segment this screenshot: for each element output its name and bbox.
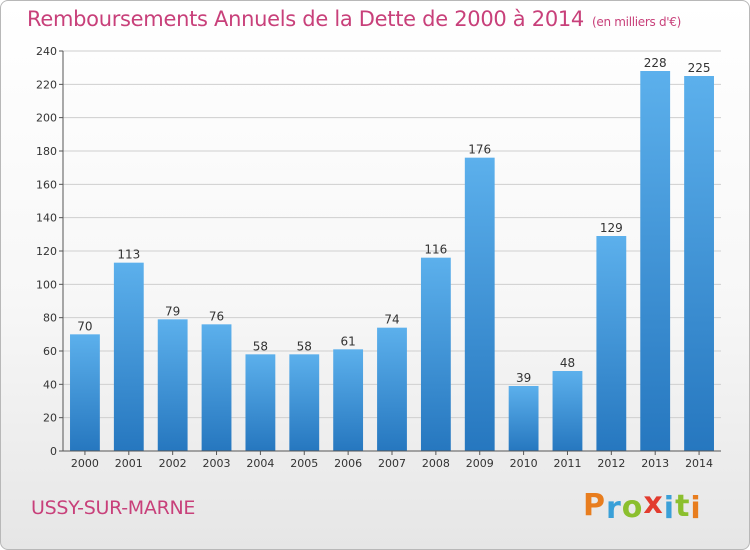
- y-tick-label: 140: [36, 212, 57, 225]
- bar: [245, 354, 276, 451]
- x-tick-label: 2005: [290, 457, 318, 470]
- bar: [157, 319, 188, 451]
- y-tick-label: 100: [36, 278, 57, 291]
- y-tick-label: 200: [36, 112, 57, 125]
- x-tick-label: 2012: [597, 457, 625, 470]
- x-tick-label: 2001: [115, 457, 143, 470]
- data-label: 76: [209, 309, 224, 323]
- bar: [377, 327, 407, 451]
- data-label: 39: [516, 371, 531, 385]
- data-label: 48: [560, 356, 575, 370]
- data-label: 79: [165, 304, 180, 318]
- y-tick-label: 20: [43, 412, 57, 425]
- chart-subtitle: (en milliers d'€): [592, 15, 682, 29]
- y-tick-label: 40: [43, 378, 57, 391]
- data-label: 176: [468, 143, 491, 157]
- x-tick-label: 2006: [334, 457, 362, 470]
- data-label: 61: [340, 334, 355, 348]
- logo-letter: r: [606, 491, 622, 526]
- y-tick-label: 220: [36, 78, 57, 91]
- logo-letter: o: [621, 490, 644, 525]
- x-tick-label: 2008: [422, 457, 450, 470]
- logo-letter: t: [675, 489, 691, 524]
- bar: [333, 349, 364, 451]
- y-tick-label: 240: [36, 45, 57, 58]
- x-tick-label: 2010: [510, 457, 538, 470]
- logo-letter: P: [583, 488, 606, 523]
- bar: [596, 236, 627, 451]
- x-tick-label: 2014: [685, 457, 713, 470]
- y-tick-label: 120: [36, 245, 57, 258]
- y-tick-label: 0: [50, 445, 57, 458]
- bar: [289, 354, 320, 451]
- bar: [508, 386, 539, 451]
- logo-letter: i: [663, 491, 676, 526]
- data-label: 58: [253, 339, 268, 353]
- data-label: 70: [77, 319, 92, 333]
- commune-name: USSY-SUR-MARNE: [31, 497, 196, 519]
- x-tick-label: 2000: [71, 457, 99, 470]
- data-label: 228: [644, 56, 667, 70]
- data-label: 225: [688, 61, 711, 75]
- bar: [640, 71, 671, 451]
- x-tick-label: 2002: [159, 457, 187, 470]
- y-tick-label: 60: [43, 345, 57, 358]
- data-label: 113: [117, 248, 140, 262]
- y-tick-label: 80: [43, 312, 57, 325]
- data-label: 58: [297, 339, 312, 353]
- y-tick-label: 180: [36, 145, 57, 158]
- proxiti-logo: Proxiti: [583, 486, 702, 526]
- logo-letter: i: [690, 491, 702, 526]
- chart-title-text: Remboursements Annuels de la Dette de 20…: [27, 7, 584, 31]
- bar: [113, 262, 144, 451]
- data-label: 116: [424, 243, 447, 257]
- x-tick-label: 2007: [378, 457, 406, 470]
- x-tick-label: 2013: [641, 457, 669, 470]
- bar: [201, 324, 232, 451]
- x-tick-label: 2003: [203, 457, 231, 470]
- x-tick-label: 2009: [466, 457, 494, 470]
- bar: [70, 334, 100, 451]
- x-tick-label: 2004: [246, 457, 274, 470]
- bar: [420, 257, 451, 451]
- bar: [684, 76, 714, 451]
- y-tick-label: 160: [36, 178, 57, 191]
- bar: [552, 371, 583, 451]
- x-tick-label: 2011: [553, 457, 581, 470]
- chart-title: Remboursements Annuels de la Dette de 20…: [27, 7, 681, 31]
- data-label: 74: [384, 313, 399, 327]
- bar: [464, 157, 495, 451]
- logo-letter: x: [643, 486, 664, 521]
- data-label: 129: [600, 221, 623, 235]
